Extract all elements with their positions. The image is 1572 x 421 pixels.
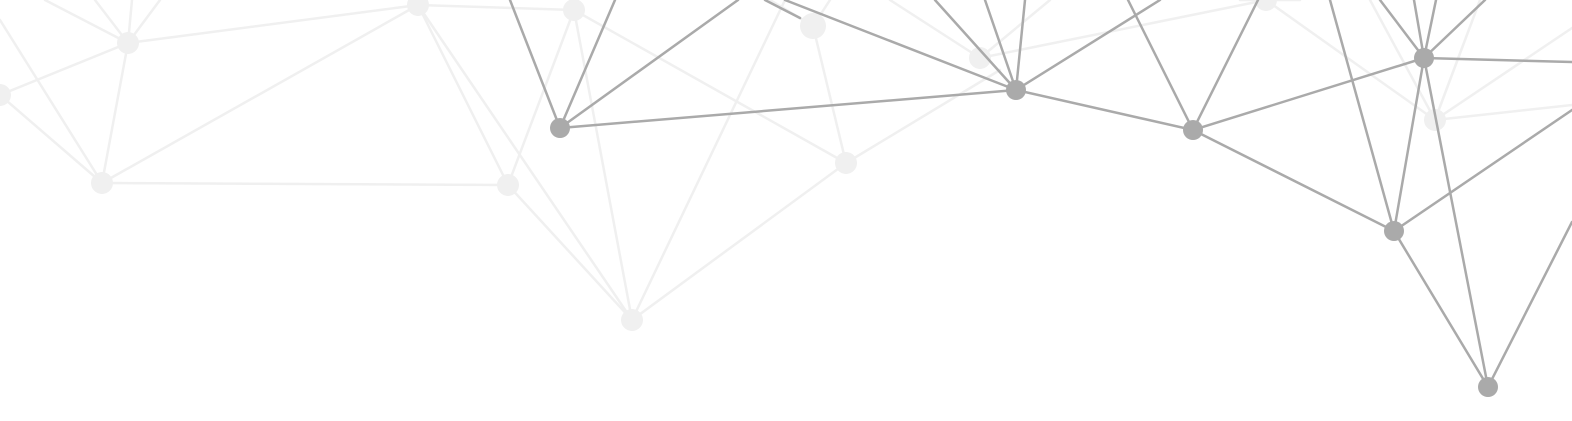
network-edge xyxy=(1378,0,1426,60)
faint-network-edge xyxy=(844,68,1002,165)
faint-network-edge xyxy=(0,41,130,97)
network-node xyxy=(1183,120,1203,140)
faint-network-edge xyxy=(100,3,420,185)
faint-network-edge xyxy=(811,24,848,165)
network-edge xyxy=(1328,0,1396,233)
faint-network-edge xyxy=(572,8,848,165)
faint-network-edge xyxy=(416,3,576,12)
faint-network-edge xyxy=(126,3,420,45)
network-edge xyxy=(983,0,1018,92)
network-edge xyxy=(763,0,802,20)
faint-network-edge xyxy=(506,8,576,187)
faint-network-edge xyxy=(100,41,130,185)
network-node xyxy=(1478,377,1498,397)
network-edge xyxy=(1191,56,1426,132)
network-edge xyxy=(1014,0,1162,92)
network-edge xyxy=(933,0,1018,92)
faint-network-node xyxy=(621,309,643,331)
faint-network-edge xyxy=(978,0,1052,60)
network-node xyxy=(1384,221,1404,241)
faint-network-edge xyxy=(572,8,634,322)
network-edge xyxy=(1422,56,1490,389)
faint-network-node xyxy=(117,32,139,54)
faint-network-edge xyxy=(1433,103,1572,122)
network-edge xyxy=(1422,56,1572,64)
faint-network-edge xyxy=(630,161,848,322)
faint-network-node xyxy=(91,172,113,194)
network-edge xyxy=(1191,128,1396,233)
network-edge xyxy=(1014,88,1195,132)
faint-network-edge xyxy=(0,18,104,185)
faint-network-edge xyxy=(416,3,510,187)
faint-network-edge xyxy=(1433,26,1572,122)
faint-network-edge xyxy=(1264,0,1437,122)
faint-network-edge xyxy=(1368,0,1437,122)
faint-network-edge xyxy=(100,181,510,187)
network-edge xyxy=(1422,0,1487,60)
network-edge xyxy=(1392,108,1572,233)
faint-network-edge xyxy=(888,0,982,60)
faint-network-node xyxy=(497,174,519,196)
network-edge xyxy=(1392,56,1426,233)
network-edge xyxy=(1486,220,1572,389)
network-node xyxy=(1006,80,1026,100)
network-edge xyxy=(558,88,1018,130)
faint-network-node xyxy=(835,152,857,174)
network-edge xyxy=(558,0,740,130)
faint-network-node xyxy=(969,47,991,69)
faint-network-node xyxy=(1255,0,1277,11)
faint-network-edge xyxy=(630,0,787,322)
network-edge xyxy=(783,0,1018,92)
faint-network-node xyxy=(563,0,585,21)
faint-network-node xyxy=(800,13,826,39)
faint-network-node xyxy=(0,84,11,106)
network-edge xyxy=(508,0,562,130)
network-edge xyxy=(1392,229,1490,389)
faint-network-node xyxy=(407,0,429,16)
network-node xyxy=(1414,48,1434,68)
faint-network-edge xyxy=(43,0,130,45)
network-edge xyxy=(1126,0,1195,132)
faint-network-edge xyxy=(0,93,104,185)
faint-network-edge xyxy=(416,3,634,322)
faint-network-edge xyxy=(506,183,634,322)
faint-network-edge xyxy=(978,0,1268,60)
network-edge xyxy=(1191,0,1260,132)
network-edge xyxy=(558,0,617,130)
network-node xyxy=(550,118,570,138)
network-edge xyxy=(1014,0,1027,92)
